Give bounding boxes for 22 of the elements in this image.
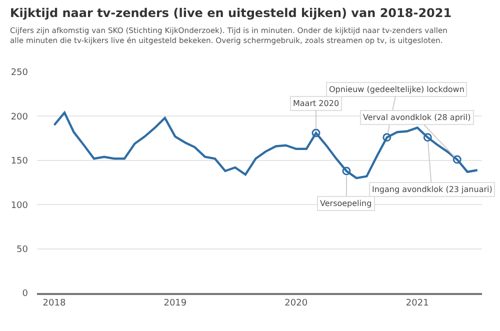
point: [452, 155, 462, 164]
annotation: Versoepeling: [320, 199, 372, 208]
point: [382, 133, 392, 142]
x-tick-label: 2019: [164, 298, 187, 309]
annotation: Opnieuw (gedeeltelijke) lockdown: [329, 85, 464, 94]
y-tick-label: 200: [10, 112, 28, 122]
x-tick-label: 2021: [406, 298, 429, 309]
y-tick-label: 100: [10, 200, 28, 211]
point: [342, 166, 351, 176]
chart-title: Kijktijd naar tv-zenders (live en uitgesteld kijken) van 2018-2021: [10, 6, 452, 20]
annotation: Verval avondklok (28 april): [363, 113, 471, 122]
y-tick-label: 250: [10, 68, 28, 78]
point: [423, 133, 432, 142]
point: [312, 128, 320, 138]
y-tick-label: 150: [10, 156, 28, 167]
line-series: [53, 112, 478, 180]
y-tick-label: 0: [22, 289, 28, 300]
y-tick-label: 50: [16, 244, 28, 255]
annotation: Ingang avondklok (23 januari): [372, 185, 492, 194]
x-tick-label: 2018: [42, 298, 66, 309]
annotation: Maart 2020: [293, 99, 340, 108]
x-tick-label: 2020: [284, 298, 308, 309]
